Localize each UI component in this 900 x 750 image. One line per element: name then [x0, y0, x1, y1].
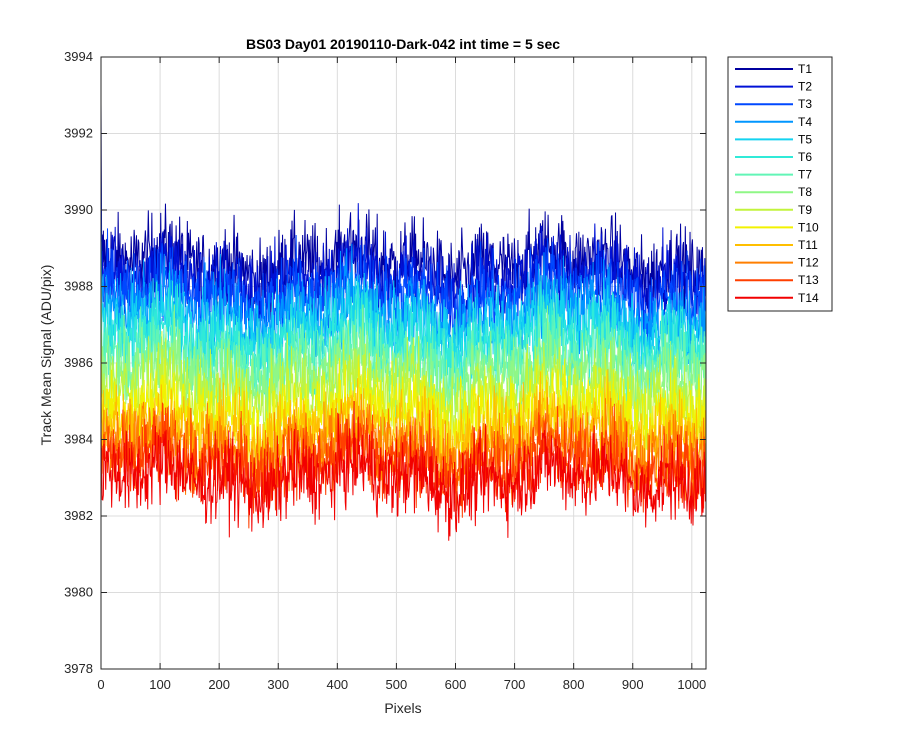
- x-tick-label: 400: [326, 677, 348, 692]
- x-tick-label: 200: [208, 677, 230, 692]
- legend-label-t4: T4: [798, 115, 812, 129]
- legend-label-t9: T9: [798, 203, 812, 217]
- y-tick-label: 3982: [64, 508, 93, 523]
- series-line-t1: [100, 101, 707, 326]
- chart-title: BS03 Day01 20190110-Dark-042 int time = …: [246, 36, 560, 52]
- series-lines: [100, 101, 707, 541]
- legend-box: [727, 56, 833, 312]
- legend-label-t14: T14: [798, 291, 819, 305]
- series-line-t4: [100, 243, 707, 370]
- axis-ticks: 0 100 200 300 400 500 600 700 800 900 1000 3978 3980…: [64, 49, 706, 692]
- x-tick-label: 900: [622, 677, 644, 692]
- x-tick-label: 800: [563, 677, 585, 692]
- legend-label-t2: T2: [798, 80, 812, 94]
- y-tick-label: 3986: [64, 355, 93, 370]
- legend-label-t3: T3: [798, 97, 812, 111]
- y-tick-label: 3994: [64, 49, 93, 64]
- x-tick-label: 600: [445, 677, 467, 692]
- x-tick-label: 100: [149, 677, 171, 692]
- y-tick-label: 3990: [64, 202, 93, 217]
- x-tick-label: 1000: [677, 677, 706, 692]
- legend-label-t5: T5: [798, 132, 812, 146]
- legend-label-t12: T12: [798, 256, 819, 270]
- legend-label-t13: T13: [798, 273, 819, 287]
- legend-label-t11: T11: [798, 238, 818, 252]
- x-tick-label: 300: [267, 677, 289, 692]
- legend-label-t10: T10: [798, 220, 819, 234]
- y-tick-label: 3980: [64, 585, 93, 600]
- legend-label-t7: T7: [798, 168, 812, 182]
- legend-label-t1: T1: [798, 62, 812, 76]
- x-tick-label: 0: [97, 677, 104, 692]
- legend-label-t8: T8: [798, 185, 812, 199]
- x-tick-label: 500: [386, 677, 408, 692]
- x-axis-label: Pixels: [384, 700, 421, 716]
- y-tick-label: 3988: [64, 279, 93, 294]
- legend-label-t6: T6: [798, 150, 812, 164]
- y-tick-label: 3984: [64, 432, 93, 447]
- y-tick-label: 3978: [64, 661, 93, 676]
- x-tick-label: 700: [504, 677, 526, 692]
- series-line-t14: [100, 401, 707, 541]
- y-axis-label: Track Mean Signal (ADU/pix): [38, 265, 54, 446]
- y-tick-label: 3992: [64, 126, 93, 141]
- legend: T1 T2 T3 T4 T5 T6 T7 T8 T9 T10 T11 T12 T13 T14: [727, 56, 833, 312]
